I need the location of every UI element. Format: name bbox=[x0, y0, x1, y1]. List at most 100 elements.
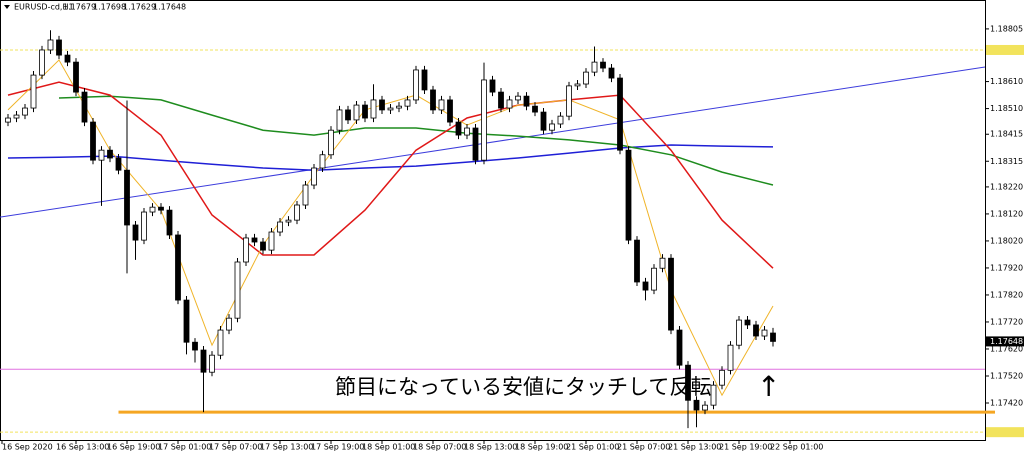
candle-body bbox=[438, 99, 445, 111]
candle-body bbox=[583, 71, 589, 85]
candle-body bbox=[634, 239, 640, 283]
candle-body bbox=[217, 329, 224, 356]
y-tick-label: 1.17820 bbox=[990, 290, 1023, 299]
candle-body bbox=[379, 99, 385, 111]
price-tag bbox=[986, 336, 1024, 347]
candle-body bbox=[651, 267, 657, 291]
candle-body bbox=[353, 104, 360, 121]
candle-body bbox=[719, 369, 725, 386]
candle-body bbox=[30, 74, 37, 109]
candle-body bbox=[498, 91, 504, 109]
candle-body bbox=[115, 157, 122, 171]
candle-body bbox=[396, 105, 402, 109]
candle-body bbox=[39, 49, 45, 76]
candle-body bbox=[557, 115, 564, 125]
candle-body bbox=[107, 149, 113, 159]
candle-body bbox=[421, 69, 428, 91]
candle-body bbox=[387, 107, 394, 111]
candle-body bbox=[251, 237, 258, 243]
moving-average bbox=[7, 144, 774, 171]
menu-arrow bbox=[4, 5, 10, 9]
candle-body bbox=[311, 167, 317, 186]
candle-body bbox=[132, 224, 139, 241]
candle-body bbox=[158, 206, 164, 211]
candle-body bbox=[608, 67, 615, 79]
candle-body bbox=[13, 114, 20, 119]
candle-body bbox=[710, 384, 717, 406]
candle-body bbox=[81, 91, 88, 123]
candle-body bbox=[566, 85, 572, 117]
x-tick-label: 21 Sep 19:00 bbox=[719, 443, 772, 452]
candle-body bbox=[574, 83, 581, 87]
candle-body bbox=[328, 129, 334, 156]
candle-body bbox=[668, 257, 674, 331]
candle-body bbox=[693, 399, 700, 411]
level-tag bbox=[986, 44, 1024, 55]
price-tag-label: 1.17648 bbox=[990, 337, 1023, 346]
trendline bbox=[0, 66, 986, 218]
candle-body bbox=[455, 121, 462, 136]
x-tick-label: 21 Sep 01:00 bbox=[566, 443, 619, 452]
candle-body bbox=[481, 79, 487, 161]
candle-body bbox=[149, 206, 156, 213]
y-tick-label: 1.18020 bbox=[990, 236, 1023, 245]
candle-body bbox=[591, 61, 598, 73]
candle-body bbox=[209, 354, 215, 373]
candle-body bbox=[166, 209, 173, 236]
y-tick-label: 1.17620 bbox=[990, 344, 1023, 353]
candle-body bbox=[73, 61, 79, 93]
candle-body bbox=[268, 231, 275, 251]
candle-body bbox=[659, 257, 666, 269]
candle-body bbox=[472, 127, 479, 161]
y-tick-label: 1.17720 bbox=[990, 317, 1023, 326]
candle-body bbox=[56, 39, 62, 56]
annotation: 節目になっている安値にタッチして反転 bbox=[335, 375, 711, 399]
candle-body bbox=[370, 99, 377, 119]
candle-body bbox=[404, 99, 411, 107]
candle-body bbox=[345, 109, 351, 121]
y-tick-label: 1.18415 bbox=[990, 130, 1023, 139]
x-tick-label: 22 Sep 01:00 bbox=[770, 443, 823, 452]
candle-body bbox=[226, 317, 232, 331]
candle-body bbox=[702, 404, 708, 411]
x-tick-label: 17 Sep 19:00 bbox=[311, 443, 364, 452]
candle-body bbox=[515, 95, 521, 101]
candle-body bbox=[600, 61, 606, 69]
candle-body bbox=[64, 54, 71, 63]
candle-body bbox=[336, 109, 343, 131]
candle-body bbox=[285, 219, 292, 223]
candle-body bbox=[642, 281, 649, 291]
candle-body bbox=[685, 364, 691, 401]
x-tick-label: 17 Sep 01:00 bbox=[158, 443, 211, 452]
y-tick-label: 1.18120 bbox=[990, 209, 1023, 218]
candle-body bbox=[523, 95, 530, 107]
x-tick-label: 17 Sep 07:00 bbox=[209, 443, 262, 452]
y-tick-label: 1.18610 bbox=[990, 77, 1023, 86]
candle-body bbox=[243, 237, 249, 263]
candle-body bbox=[362, 104, 368, 119]
candle-body bbox=[676, 329, 683, 366]
moving-average bbox=[58, 95, 774, 186]
candle-body bbox=[124, 169, 130, 226]
header-high: 1.17698 bbox=[93, 3, 126, 12]
level-tag bbox=[986, 427, 1024, 438]
candle-body bbox=[770, 332, 776, 342]
annotation-arrow: ↑ bbox=[757, 370, 780, 403]
candle-body bbox=[141, 211, 147, 241]
candle-body bbox=[175, 234, 181, 301]
candle-body bbox=[260, 241, 266, 251]
candle-body bbox=[532, 105, 538, 113]
candle-body bbox=[5, 117, 11, 123]
candle-body bbox=[277, 221, 283, 233]
candle-body bbox=[447, 99, 453, 123]
candle-body bbox=[200, 349, 207, 373]
header-open: 1.17679 bbox=[63, 3, 96, 12]
candle-body bbox=[22, 107, 28, 116]
y-tick-label: 1.18220 bbox=[990, 182, 1023, 191]
candle-body bbox=[90, 121, 96, 161]
candle-body bbox=[192, 341, 198, 351]
candle-body bbox=[98, 149, 105, 161]
y-tick-label: 1.17520 bbox=[990, 371, 1023, 380]
candle-body bbox=[413, 69, 419, 101]
